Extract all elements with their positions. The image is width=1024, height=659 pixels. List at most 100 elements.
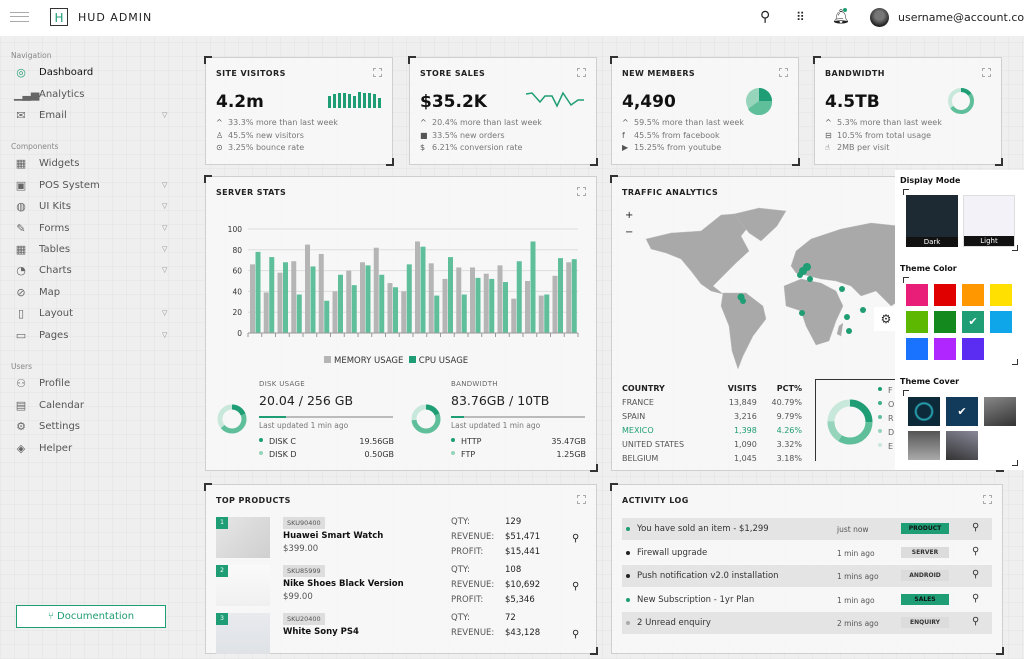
sidebar-item-helper[interactable]: ◈ Helper — [12, 441, 172, 459]
search-icon[interactable]: ⚲ — [572, 629, 580, 640]
expand-icon[interactable] — [983, 495, 992, 504]
theme-color-swatch[interactable] — [962, 338, 984, 360]
product-price: $399.00 — [283, 544, 319, 554]
legend-dot — [451, 438, 455, 442]
sidebar-item-analytics[interactable]: ▁▃▅ Analytics — [12, 87, 172, 105]
search-icon[interactable]: ⚲ — [572, 533, 580, 544]
expand-icon[interactable] — [373, 68, 382, 77]
card-title: STORE SALES — [420, 69, 486, 78]
sidebar-item-profile[interactable]: ⚇ Profile — [12, 376, 172, 394]
activity-row[interactable]: New Subscription - 1yr Plan 1 min ago SA… — [622, 589, 992, 611]
zoom-in-button[interactable]: + — [625, 210, 634, 221]
search-icon[interactable]: ⚲ — [972, 616, 980, 627]
chevron-down-icon[interactable]: ▽ — [162, 111, 168, 119]
expand-icon[interactable] — [577, 68, 586, 77]
search-icon[interactable]: ⚲ — [572, 581, 580, 592]
chevron-down-icon[interactable]: ▽ — [162, 331, 168, 339]
sidebar-item-widgets[interactable]: ▦ Widgets — [12, 156, 172, 174]
stat-line-text: 15.25% from youtube — [634, 143, 722, 152]
cpu-bar — [365, 265, 371, 333]
table-row[interactable]: SPAIN 3,216 9.79% — [622, 409, 802, 423]
cover-option-selected[interactable]: ✔ — [946, 397, 978, 426]
search-icon[interactable]: ⚲ — [972, 522, 980, 533]
sidebar-item-forms[interactable]: ✎ Forms ▽ — [12, 221, 172, 239]
world-map[interactable] — [612, 177, 902, 372]
table-row[interactable]: MEXICO 1,398 4.26% — [622, 423, 802, 437]
expand-icon[interactable] — [982, 68, 991, 77]
activity-badge: ANDROID — [901, 570, 949, 581]
search-icon[interactable]: ⚲ — [760, 9, 771, 25]
dark-mode-option[interactable]: Dark — [906, 195, 958, 247]
sidebar-item-ui-kits[interactable]: ◍ UI Kits ▽ — [12, 199, 172, 217]
chevron-down-icon[interactable]: ▽ — [162, 224, 168, 232]
sidebar-item-map[interactable]: ⊘ Map — [12, 285, 172, 303]
user-email[interactable]: username@account.com — [898, 11, 1024, 24]
product-image: 3 — [216, 613, 270, 654]
rank-badge: 3 — [216, 613, 228, 625]
chevron-down-icon[interactable]: ▽ — [162, 181, 168, 189]
sales-sparkline-chart — [526, 91, 584, 108]
product-row[interactable]: 3 SKU20400 White Sony PS4 QTY: 72 REVENUE:… — [216, 613, 591, 659]
theme-color-swatch[interactable] — [962, 284, 984, 306]
chevron-down-icon[interactable]: ▽ — [162, 245, 168, 253]
search-icon[interactable]: ⚲ — [972, 592, 980, 604]
documentation-button[interactable]: ⑂ Documentation — [16, 605, 166, 628]
sidebar-item-pages[interactable]: ▭ Pages ▽ — [12, 328, 172, 346]
activity-row[interactable]: You have sold an item - $1,299 just now … — [622, 518, 992, 540]
expand-icon[interactable] — [577, 495, 586, 504]
theme-color-swatch[interactable] — [934, 284, 956, 306]
light-mode-option[interactable]: Light — [963, 195, 1015, 247]
apps-grid-icon[interactable]: ⠿ — [796, 10, 805, 24]
activity-row[interactable]: 2 Unread enquiry 2 mins ago ENQUIRY ⚲ — [622, 612, 992, 634]
sidebar-item-pos-system[interactable]: ▣ POS System ▽ — [12, 178, 172, 196]
chevron-down-icon[interactable]: ▽ — [162, 309, 168, 317]
expand-icon[interactable] — [577, 187, 586, 196]
theme-color-swatch[interactable] — [990, 284, 1012, 306]
activity-row[interactable]: Push notification v2.0 installation 1 mi… — [622, 565, 992, 587]
map-marker — [807, 276, 813, 282]
sidebar-item-calendar[interactable]: ▤ Calendar — [12, 398, 172, 416]
table-row[interactable]: UNITED STATES 1,090 3.32% — [622, 437, 802, 451]
map-marker — [803, 263, 811, 271]
menu-icon[interactable] — [10, 12, 29, 22]
map-settings-icon[interactable]: ⚙ — [874, 307, 898, 331]
cover-option[interactable] — [908, 431, 940, 460]
zoom-out-button[interactable]: − — [625, 227, 634, 238]
product-row[interactable]: 2 SKU85999 Nike Shoes Black Version $99.… — [216, 565, 591, 611]
usage-item: DISK D 0.50GB — [259, 450, 394, 459]
cover-option[interactable] — [908, 397, 940, 426]
cover-option[interactable] — [946, 431, 978, 460]
theme-color-swatch[interactable] — [906, 311, 928, 333]
theme-color-swatch[interactable] — [934, 311, 956, 333]
bell-icon[interactable]: 🔔︎ — [832, 9, 850, 25]
cpu-bar — [269, 257, 275, 333]
theme-color-swatch[interactable]: ✔ — [962, 311, 984, 333]
chevron-down-icon[interactable]: ▽ — [162, 202, 168, 210]
theme-color-swatch[interactable] — [906, 338, 928, 360]
theme-color-swatch[interactable] — [906, 284, 928, 306]
theme-color-swatch[interactable] — [990, 311, 1012, 333]
table-row[interactable]: BELGIUM 1,045 3.18% — [622, 451, 802, 465]
table-row[interactable]: FRANCE 13,849 40.79% — [622, 395, 802, 409]
chevron-down-icon[interactable]: ▽ — [162, 266, 168, 274]
sidebar-item-dashboard[interactable]: ◎ Dashboard — [12, 65, 172, 83]
search-icon[interactable]: ⚲ — [972, 569, 980, 580]
usage-item-value: 1.25GB — [556, 450, 587, 459]
theme-color-swatch[interactable] — [934, 338, 956, 360]
product-row[interactable]: 1 SKU90400 Huawei Smart Watch $399.00 QT… — [216, 517, 591, 563]
sidebar-item-charts[interactable]: ◔ Charts ▽ — [12, 263, 172, 281]
expand-icon[interactable] — [779, 68, 788, 77]
sidebar-item-label: Widgets — [39, 158, 80, 169]
search-icon[interactable]: ⚲ — [972, 545, 980, 557]
sidebar-item-settings[interactable]: ⚙ Settings — [12, 419, 172, 437]
sidebar-item-layout[interactable]: ▯ Layout ▽ — [12, 306, 172, 324]
memory-bar — [525, 281, 530, 333]
activity-row[interactable]: Firewall upgrade 1 min ago SERVER ⚲ — [622, 542, 992, 564]
cover-option[interactable] — [984, 397, 1016, 426]
cpu-bar — [516, 261, 522, 333]
site-visitors-card: SITE VISITORS 4.2m ^ 33.3% more than last … — [204, 56, 394, 166]
avatar[interactable] — [870, 8, 889, 27]
sidebar-item-tables[interactable]: ▦ Tables ▽ — [12, 242, 172, 260]
ui-kits-icon: ◍ — [16, 200, 26, 213]
sidebar-item-email[interactable]: ✉ Email ▽ — [12, 108, 172, 126]
